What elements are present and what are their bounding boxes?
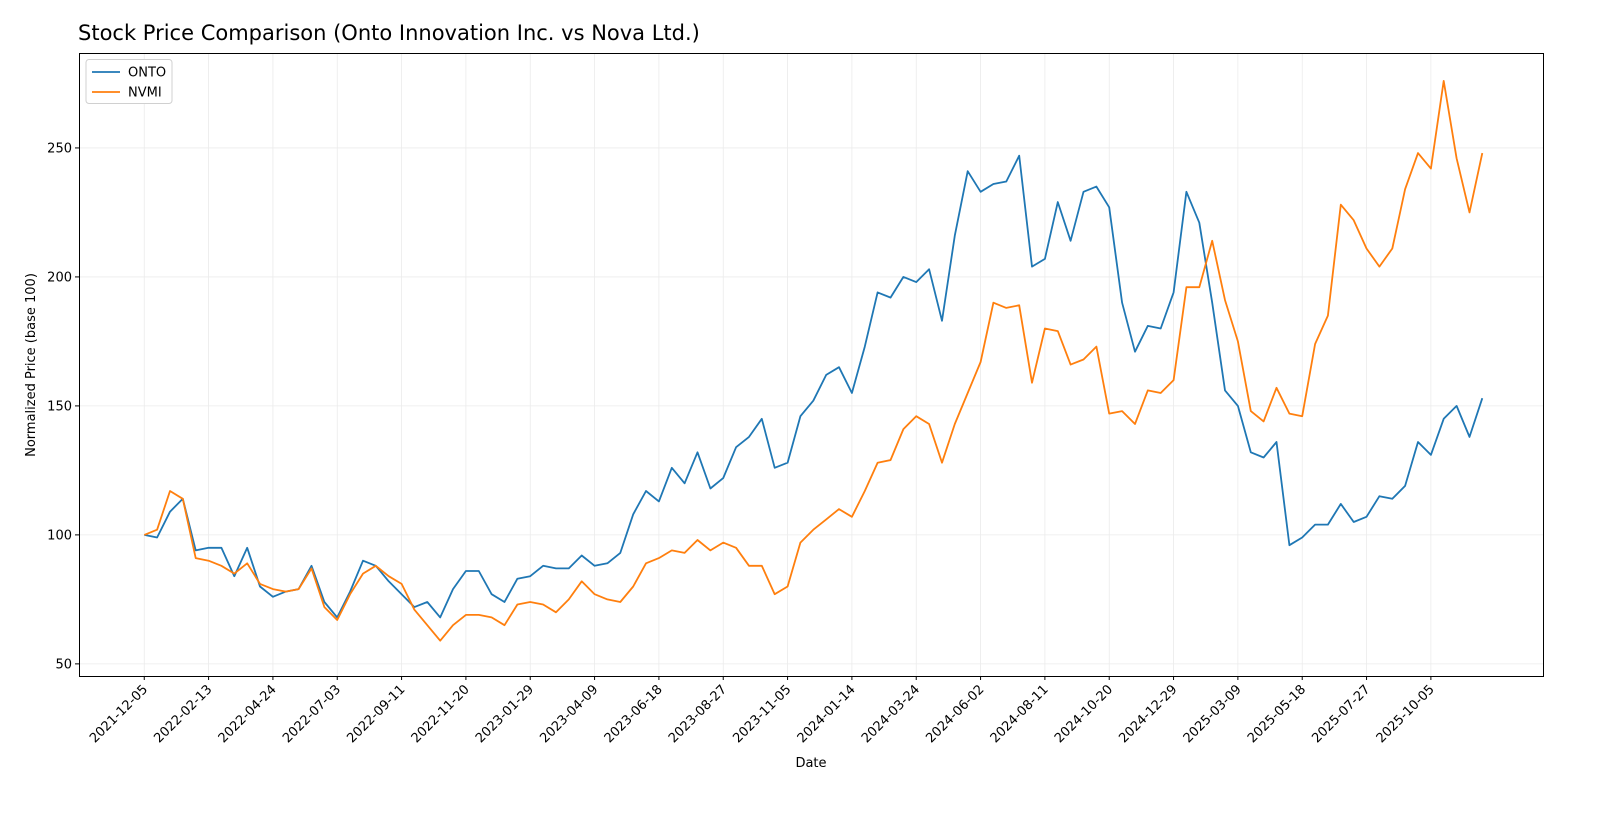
x-axis: 2021-12-05 2022-02-13 2022-04-24 2022-07-03…	[87, 676, 1438, 746]
x-tick-label: 2024-12-29	[1116, 682, 1180, 746]
x-tick-label: 2025-10-05	[1374, 682, 1438, 746]
x-tick-label: 2024-06-02	[923, 682, 987, 746]
x-tick-label: 2025-05-18	[1245, 682, 1309, 746]
x-tick-label: 2022-04-24	[216, 682, 280, 746]
y-axis: 50 100 150 200 250	[47, 141, 79, 672]
x-tick-label: 2024-03-24	[859, 682, 923, 746]
x-tick-label: 2023-04-09	[537, 682, 601, 746]
y-tick-label: 250	[47, 141, 72, 156]
x-tick-label: 2022-09-11	[344, 682, 408, 746]
legend: ONTO NVMI	[85, 59, 173, 104]
y-tick-label: 150	[47, 399, 72, 414]
x-tick-label: 2023-01-29	[473, 682, 537, 746]
y-axis-label: Normalized Price (base 100)	[24, 273, 39, 457]
series-line-nvmi	[143, 80, 1484, 642]
x-tick-label: 2023-06-18	[602, 682, 666, 746]
x-axis-label: Date	[795, 756, 826, 771]
x-tick-label: 2022-07-03	[280, 682, 344, 746]
y-tick-label: 50	[55, 657, 72, 672]
plot-frame	[79, 53, 1544, 677]
series-lines	[143, 80, 1484, 642]
gridlines	[79, 53, 1543, 676]
chart-title: Stock Price Comparison (Onto Innovation …	[78, 21, 700, 45]
x-tick-label: 2022-11-20	[409, 682, 473, 746]
legend-label-onto: ONTO	[128, 66, 166, 81]
legend-label-nvmi: NVMI	[128, 86, 162, 101]
y-tick-label: 200	[47, 270, 72, 285]
x-tick-label: 2024-08-11	[988, 682, 1052, 746]
x-tick-label: 2021-12-05	[87, 682, 151, 746]
x-tick-label: 2025-07-27	[1309, 682, 1373, 746]
x-tick-label: 2024-10-20	[1052, 682, 1116, 746]
series-line-onto	[144, 154, 1484, 619]
x-tick-label: 2022-02-13	[151, 682, 215, 746]
x-tick-label: 2023-11-05	[730, 682, 794, 746]
y-tick-label: 100	[47, 528, 72, 543]
x-tick-label: 2024-01-14	[795, 682, 859, 746]
x-tick-label: 2025-03-09	[1181, 682, 1245, 746]
x-tick-label: 2023-08-27	[666, 682, 730, 746]
